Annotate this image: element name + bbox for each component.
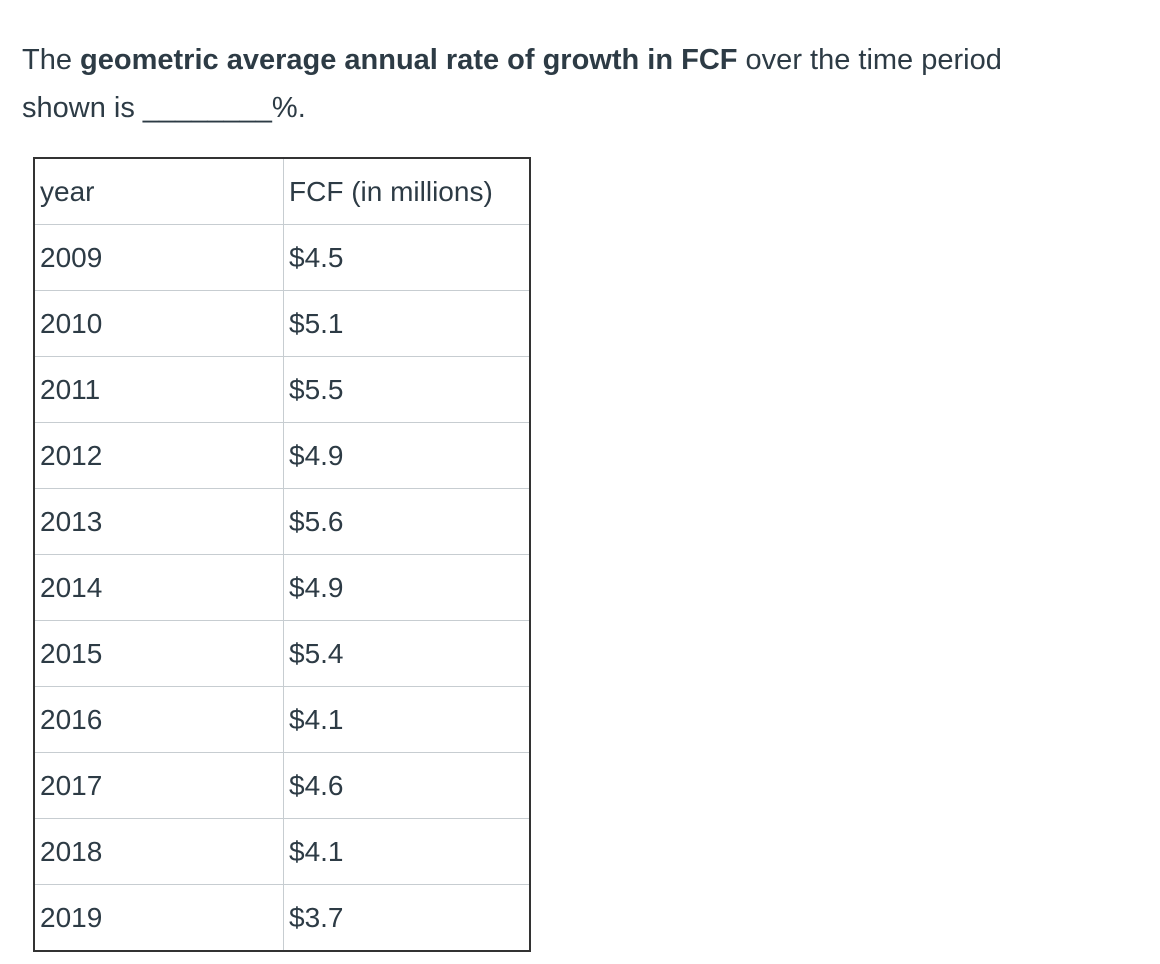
question-segment: The bbox=[22, 44, 81, 76]
year-cell: 2019 bbox=[33, 884, 284, 952]
year-cell: 2010 bbox=[33, 290, 284, 357]
header-row: year FCF (in millions) bbox=[33, 157, 531, 225]
table-row: 2016 $4.1 bbox=[33, 686, 531, 753]
fcf-cell: $4.6 bbox=[283, 752, 531, 819]
fcf-cell: $5.5 bbox=[283, 356, 531, 423]
table-row: 2017 $4.6 bbox=[33, 752, 531, 819]
fcf-cell: $4.1 bbox=[283, 686, 531, 753]
fcf-cell: $3.7 bbox=[283, 884, 531, 952]
year-cell: 2016 bbox=[33, 686, 284, 753]
question-bold: geometric average annual rate of growth … bbox=[80, 44, 738, 76]
fcf-cell: $5.1 bbox=[283, 290, 531, 357]
table-row: 2015 $5.4 bbox=[33, 620, 531, 687]
question-segment: over the time period shown is ________%. bbox=[22, 44, 1002, 124]
fcf-cell: $4.1 bbox=[283, 818, 531, 885]
fcf-cell: $4.5 bbox=[283, 224, 531, 291]
year-cell: 2014 bbox=[33, 554, 284, 621]
fcf-table: year FCF (in millions) 2009 $4.5 2010 $5.1 201… bbox=[33, 157, 531, 952]
table-row: 2018 $4.1 bbox=[33, 818, 531, 885]
year-cell: 2018 bbox=[33, 818, 284, 885]
table-row: 2012 $4.9 bbox=[33, 422, 531, 489]
year-cell: 2012 bbox=[33, 422, 284, 489]
table-row: 2009 $4.5 bbox=[33, 224, 531, 291]
fcf-cell: $4.9 bbox=[283, 554, 531, 621]
header-cell: year bbox=[33, 157, 284, 225]
question-text: The geometric average annual rate of gro… bbox=[22, 36, 1062, 132]
year-cell: 2009 bbox=[33, 224, 284, 291]
fcf-cell: $5.6 bbox=[283, 488, 531, 555]
table-row: 2010 $5.1 bbox=[33, 290, 531, 357]
fcf-cell: $5.4 bbox=[283, 620, 531, 687]
table-row: 2019 $3.7 bbox=[33, 884, 531, 952]
table-row: 2013 $5.6 bbox=[33, 488, 531, 555]
header-cell: FCF (in millions) bbox=[283, 157, 531, 225]
year-cell: 2017 bbox=[33, 752, 284, 819]
year-cell: 2011 bbox=[33, 356, 284, 423]
year-cell: 2013 bbox=[33, 488, 284, 555]
year-cell: 2015 bbox=[33, 620, 284, 687]
table-row: 2014 $4.9 bbox=[33, 554, 531, 621]
table-row: 2011 $5.5 bbox=[33, 356, 531, 423]
fcf-cell: $4.9 bbox=[283, 422, 531, 489]
